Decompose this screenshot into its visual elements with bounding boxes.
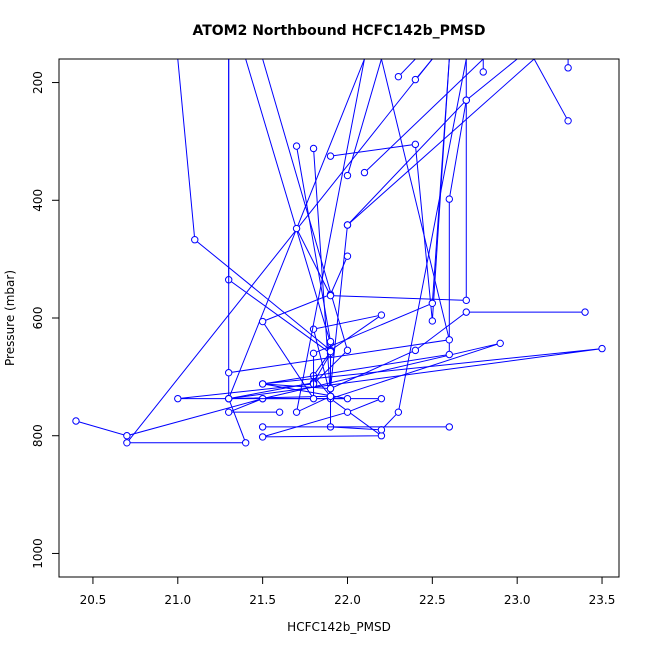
- y-tick-label: 1000: [31, 538, 45, 569]
- data-point: [428, 317, 437, 325]
- data-point: [394, 408, 403, 416]
- x-axis-label: HCFC142b_PMSD: [287, 620, 391, 634]
- y-tick-label: 400: [31, 189, 45, 212]
- x-tick-label: 21.0: [164, 593, 191, 607]
- x-tick-label: 23.5: [589, 593, 616, 607]
- chart-title: ATOM2 Northbound HCFC142b_PMSD: [192, 23, 485, 39]
- data-point: [309, 325, 318, 333]
- data-point: [123, 439, 131, 447]
- data-point: [191, 236, 199, 244]
- data-point: [411, 75, 420, 84]
- data-point: [258, 317, 267, 326]
- data-point: [326, 291, 335, 300]
- data-point: [377, 311, 386, 319]
- x-tick-label: 23.0: [504, 593, 531, 607]
- data-point: [326, 152, 335, 160]
- data-point: [462, 296, 470, 305]
- data-point: [275, 408, 284, 416]
- data-point: [224, 369, 233, 377]
- data-point: [123, 432, 131, 440]
- x-tick-label: 21.5: [249, 593, 276, 607]
- data-point: [258, 433, 267, 441]
- series-line: [75, 342, 501, 438]
- data-point: [292, 408, 301, 416]
- data-point: [360, 168, 369, 177]
- data-point: [343, 346, 352, 355]
- series-line: [364, 59, 484, 173]
- data-point: [292, 142, 301, 150]
- data-point: [309, 394, 318, 403]
- series-line: [347, 59, 535, 226]
- y-tick-label: 600: [31, 307, 45, 330]
- data-point: [564, 64, 572, 72]
- data-point: [377, 394, 386, 403]
- data-point: [564, 117, 572, 125]
- data-point: [445, 195, 454, 203]
- data-point: [445, 423, 454, 431]
- data-point: [326, 392, 335, 400]
- data-point: [174, 394, 182, 403]
- series-line: [414, 59, 433, 80]
- series-line: [312, 59, 518, 398]
- series-layer: [72, 59, 606, 447]
- data-point: [343, 221, 352, 229]
- series-line: [533, 59, 569, 122]
- x-tick-label: 20.5: [80, 593, 107, 607]
- series-line: [296, 59, 467, 301]
- data-point: [428, 299, 437, 307]
- data-point: [224, 394, 233, 403]
- data-point: [241, 439, 250, 447]
- data-point: [343, 408, 352, 416]
- data-point: [598, 344, 606, 353]
- data-point: [462, 308, 470, 316]
- y-axis-label: Pressure (mbar): [3, 270, 17, 366]
- y-tick-label: 800: [31, 424, 45, 447]
- data-point: [258, 380, 267, 388]
- y-tick-label: 200: [31, 71, 45, 94]
- series-line: [125, 59, 433, 444]
- data-point: [445, 350, 454, 359]
- data-point: [326, 384, 335, 393]
- data-point: [72, 417, 80, 425]
- series-line: [398, 59, 416, 78]
- data-point: [309, 349, 318, 358]
- data-point: [258, 423, 267, 431]
- data-point: [292, 224, 301, 233]
- data-point: [445, 336, 454, 344]
- data-point: [377, 426, 386, 434]
- data-point: [224, 408, 233, 416]
- series-line: [347, 59, 382, 176]
- data-point: [309, 144, 318, 153]
- data-point: [343, 394, 352, 403]
- plot-frame: [58, 58, 620, 578]
- data-point: [462, 96, 470, 104]
- x-tick-label: 22.5: [419, 593, 446, 607]
- data-point: [326, 347, 335, 356]
- data-point: [343, 171, 352, 180]
- data-point: [479, 68, 487, 76]
- data-point: [411, 346, 420, 355]
- data-point: [343, 252, 352, 260]
- data-point: [326, 337, 335, 346]
- data-point: [411, 140, 420, 149]
- data-point: [496, 339, 504, 348]
- x-tick-label: 22.0: [334, 593, 361, 607]
- data-point: [581, 308, 589, 316]
- data-point: [394, 72, 403, 81]
